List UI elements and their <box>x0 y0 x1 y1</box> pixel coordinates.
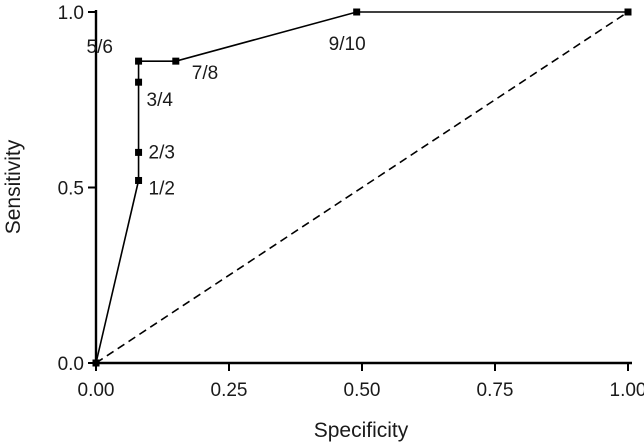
roc-point-label: 9/10 <box>329 34 366 55</box>
x-tick-label: 0.00 <box>78 380 115 401</box>
roc-point-label: 2/3 <box>149 142 175 163</box>
roc-point-label: 3/4 <box>147 90 174 111</box>
x-tick-label: 0.75 <box>477 380 514 401</box>
roc-point-marker <box>135 148 143 156</box>
roc-point-marker <box>624 8 632 16</box>
x-tick-label: 0.25 <box>211 380 248 401</box>
reference-diagonal-line <box>95 11 629 364</box>
x-tick-label: 1.00 <box>610 380 644 401</box>
roc-point-marker <box>135 176 143 184</box>
y-tick-label: 1.0 <box>58 3 84 24</box>
roc-point-marker <box>353 8 361 16</box>
y-tick-label: 0.0 <box>58 354 84 375</box>
roc-point-label: 7/8 <box>192 63 218 84</box>
roc-point-label: 5/6 <box>87 37 113 58</box>
x-tick-label: 0.50 <box>344 380 381 401</box>
y-tick-label: 0.5 <box>58 179 84 200</box>
roc-curve-line <box>95 11 628 364</box>
roc-point-marker <box>172 57 180 65</box>
plot-area: 0.00 0.25 0.50 0.75 1.00 0.0 0.5 1.0 1/2 2/3 3/4 5/… <box>58 3 644 401</box>
y-axis-title: Sensitivity <box>2 139 25 234</box>
roc-point-marker <box>135 57 143 65</box>
roc-point-marker <box>135 78 143 86</box>
roc-point-label: 1/2 <box>149 178 175 199</box>
x-axis-title: Specificity <box>314 419 409 442</box>
